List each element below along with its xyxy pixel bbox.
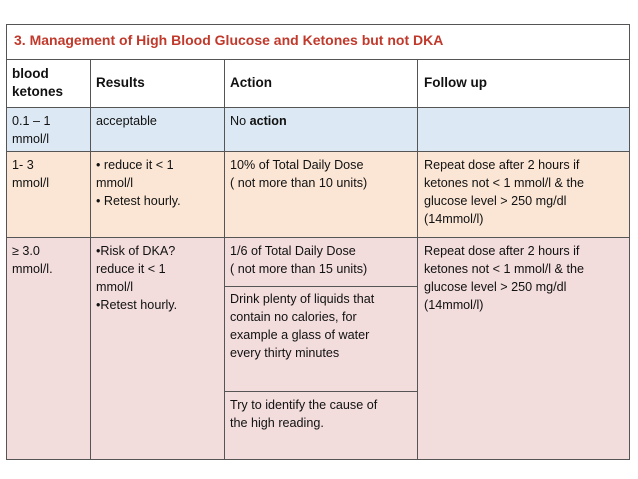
header-follow-up: Follow up xyxy=(424,75,487,90)
header-divider xyxy=(7,107,629,108)
management-table: 3. Management of High Blood Glucose and … xyxy=(6,24,630,460)
row-1-action: No action xyxy=(225,109,415,133)
row-2-follow-up: Repeat dose after 2 hours if ketones not… xyxy=(424,158,584,226)
row-2-ketones: 1- 3 mmol/l xyxy=(12,158,50,190)
action-divider-1 xyxy=(225,286,417,287)
header-action: Action xyxy=(230,75,272,90)
row-3-action-1: 1/6 of Total Daily Dose ( not more than … xyxy=(230,244,368,276)
row-1-action-bold: action xyxy=(249,114,287,128)
column-divider-3 xyxy=(417,59,418,459)
row-1-background xyxy=(7,107,629,151)
row-2-background xyxy=(7,151,629,237)
row-1-divider xyxy=(7,151,629,152)
header-blood-ketones: blood ketones xyxy=(12,66,64,99)
action-divider-2 xyxy=(225,391,417,392)
table-title: 3. Management of High Blood Glucose and … xyxy=(14,32,444,48)
row-3-action-3: Try to identify the cause of the high re… xyxy=(230,398,378,430)
row-1-results: acceptable xyxy=(96,114,157,128)
header-results: Results xyxy=(96,75,145,90)
row-2-results: • reduce it < 1 mmol/l • Retest hourly. xyxy=(96,158,181,208)
row-2-action: 10% of Total Daily Dose ( not more than … xyxy=(230,158,368,190)
row-3-ketones: ≥ 3.0 mmol/l. xyxy=(12,244,53,276)
row-3-follow-up: Repeat dose after 2 hours if ketones not… xyxy=(424,244,584,312)
title-divider xyxy=(7,59,629,60)
row-1-action-prefix: No xyxy=(230,114,250,128)
row-1-ketones: 0.1 – 1 mmol/l xyxy=(12,114,51,146)
row-3-results: •Risk of DKA? reduce it < 1 mmol/l •Rete… xyxy=(96,244,178,312)
column-divider-1 xyxy=(90,59,91,459)
column-divider-2 xyxy=(224,59,225,459)
row-1-follow-up xyxy=(419,109,629,115)
row-2-divider xyxy=(7,237,629,238)
row-3-action-2: Drink plenty of liquids that contain no … xyxy=(230,292,375,360)
row-3-background xyxy=(7,237,629,459)
